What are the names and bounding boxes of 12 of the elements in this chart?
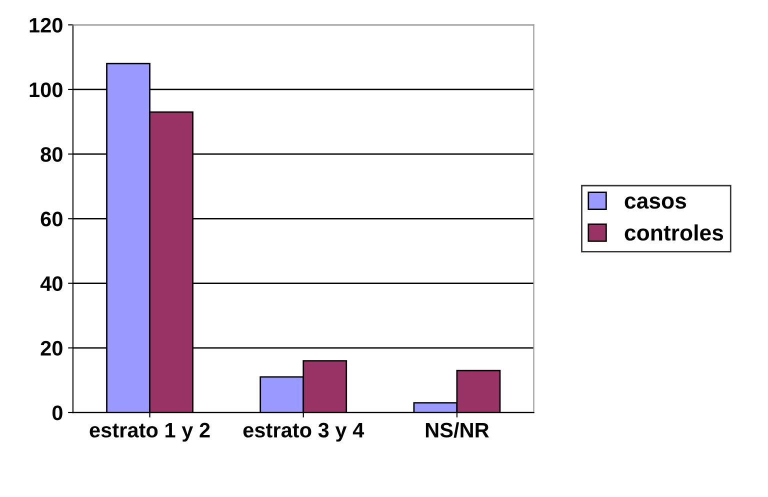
legend-label: controles: [624, 224, 724, 241]
y-tick-label: 40: [40, 276, 62, 292]
y-tick-label: 20: [40, 340, 62, 356]
x-tick-label: estrato 1 y 2: [90, 422, 210, 442]
y-tick-label: 120: [30, 18, 62, 33]
y-tick-label: 100: [30, 82, 62, 98]
x-tick-label: NS/NR: [426, 422, 489, 438]
y-tick-label: 80: [40, 147, 62, 162]
legend-label: casos: [624, 196, 686, 209]
x-tick-label: estrato 3 y 4: [243, 422, 364, 442]
y-tick-label: 60: [40, 212, 62, 226]
y-tick-label: 0: [52, 406, 62, 420]
